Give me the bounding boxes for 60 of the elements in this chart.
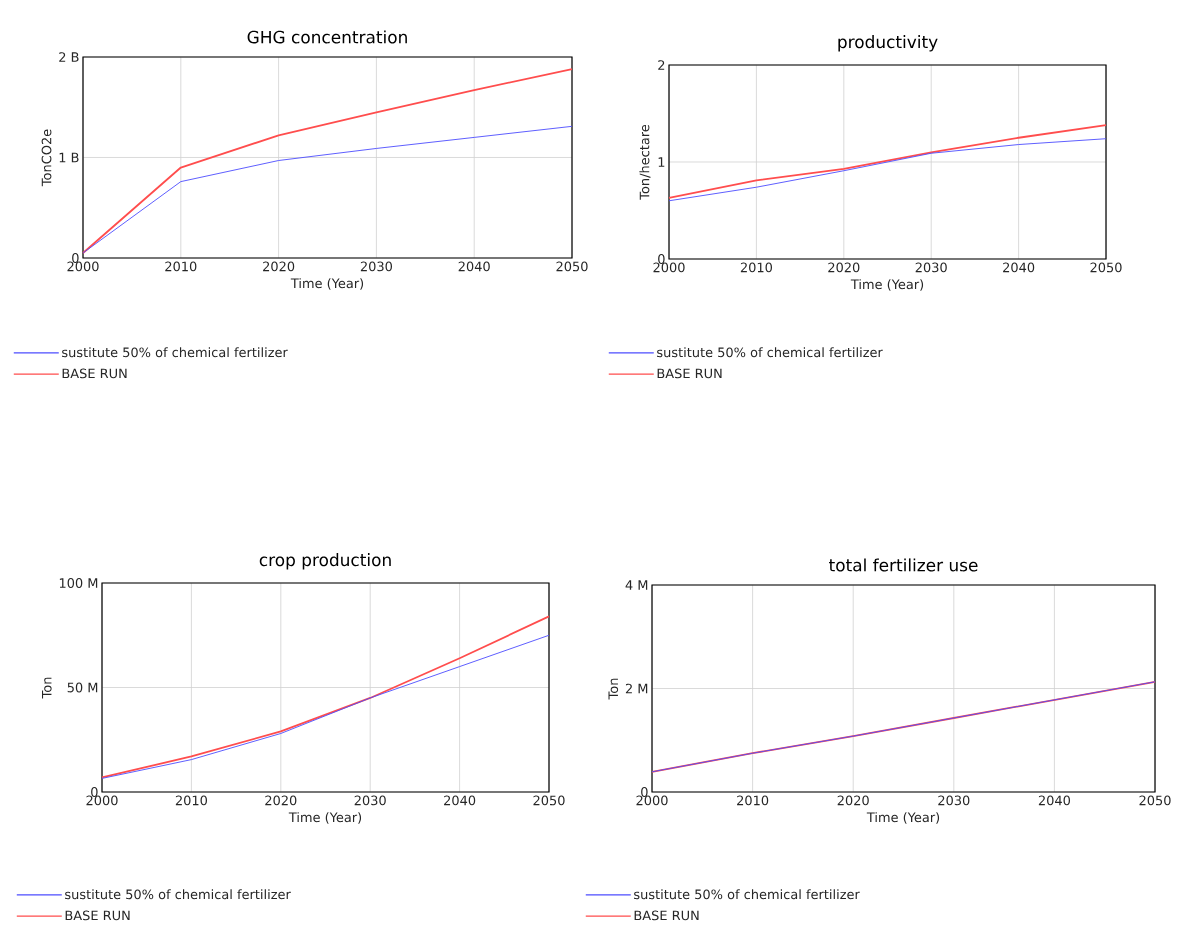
x-tick-label: 2040 [444,795,476,806]
x-tick-label: 2040 [458,261,490,272]
y-axis-title: TonCO2e [41,129,52,187]
x-tick-label: 2000 [636,795,668,806]
x-tick-label: 2020 [837,795,869,806]
chart-title: productivity [838,35,938,52]
y-tick-label: 100 M [59,578,98,588]
x-tick-label: 2030 [354,795,386,806]
y-tick-label: 0 [72,253,79,263]
x-axis-title: Time (Year) [850,279,924,291]
y-tick-label: 0 [91,787,98,797]
x-tick-label: 2020 [263,261,295,272]
y-tick-label: 2 [658,60,665,70]
x-tick-label: 2000 [653,262,685,273]
y-tick-label: 4 M [625,580,648,590]
x-tick-label: 2000 [86,795,118,806]
line-series [668,124,1107,199]
x-tick-label: 2020 [828,262,860,273]
y-tick-label: 1 B [59,152,79,163]
x-tick-label: 2010 [165,261,197,272]
y-tick-label: 0 [658,254,665,264]
legend-label: BASE RUN [634,910,699,921]
legend-label: sustitute 50% of chemical fertilizer [62,347,288,358]
x-tick-label: 2040 [1003,262,1035,273]
legend-label: BASE RUN [65,910,130,921]
y-axis-title: Ton/hectare [639,124,651,200]
y-tick-label: 2 B [59,52,79,62]
x-axis-title: Time (Year) [288,812,362,824]
x-tick-label: 2010 [740,262,773,273]
x-tick-label: 2030 [938,795,970,806]
x-tick-label: 2000 [67,261,99,272]
line-series [82,68,573,254]
x-tick-label: 2050 [1090,262,1122,273]
chart-title: GHG concentration [247,30,407,44]
x-tick-label: 2030 [360,261,393,272]
chart-title: crop production [259,553,391,570]
y-tick-label: 1 [658,157,665,167]
y-tick-label: 0 [641,787,648,797]
x-tick-label: 2050 [1139,795,1171,806]
line-series [82,125,573,254]
x-tick-label: 2050 [533,795,565,806]
chart-title: total fertilizer use [829,558,978,572]
x-tick-label: 2010 [175,795,208,806]
line-series [668,138,1107,202]
x-tick-label: 2020 [265,795,297,806]
y-tick-label: 2 M [625,683,648,694]
legend-label: sustitute 50% of chemical fertilizer [65,889,291,900]
y-tick-label: 50 M [67,682,98,693]
y-axis-title: Ton [42,677,52,699]
x-axis-title: Time (Year) [290,278,364,290]
x-axis-title: Time (Year) [866,812,940,824]
legend-label: BASE RUN [62,368,127,379]
x-tick-label: 2010 [737,795,769,806]
legend-label: sustitute 50% of chemical fertilizer [657,347,883,358]
legend-label: BASE RUN [657,368,722,379]
y-axis-title: Ton [608,678,619,700]
x-tick-label: 2030 [915,262,947,273]
legend-label: sustitute 50% of chemical fertilizer [634,889,860,900]
x-tick-label: 2050 [556,261,588,272]
x-tick-label: 2040 [1038,795,1071,806]
